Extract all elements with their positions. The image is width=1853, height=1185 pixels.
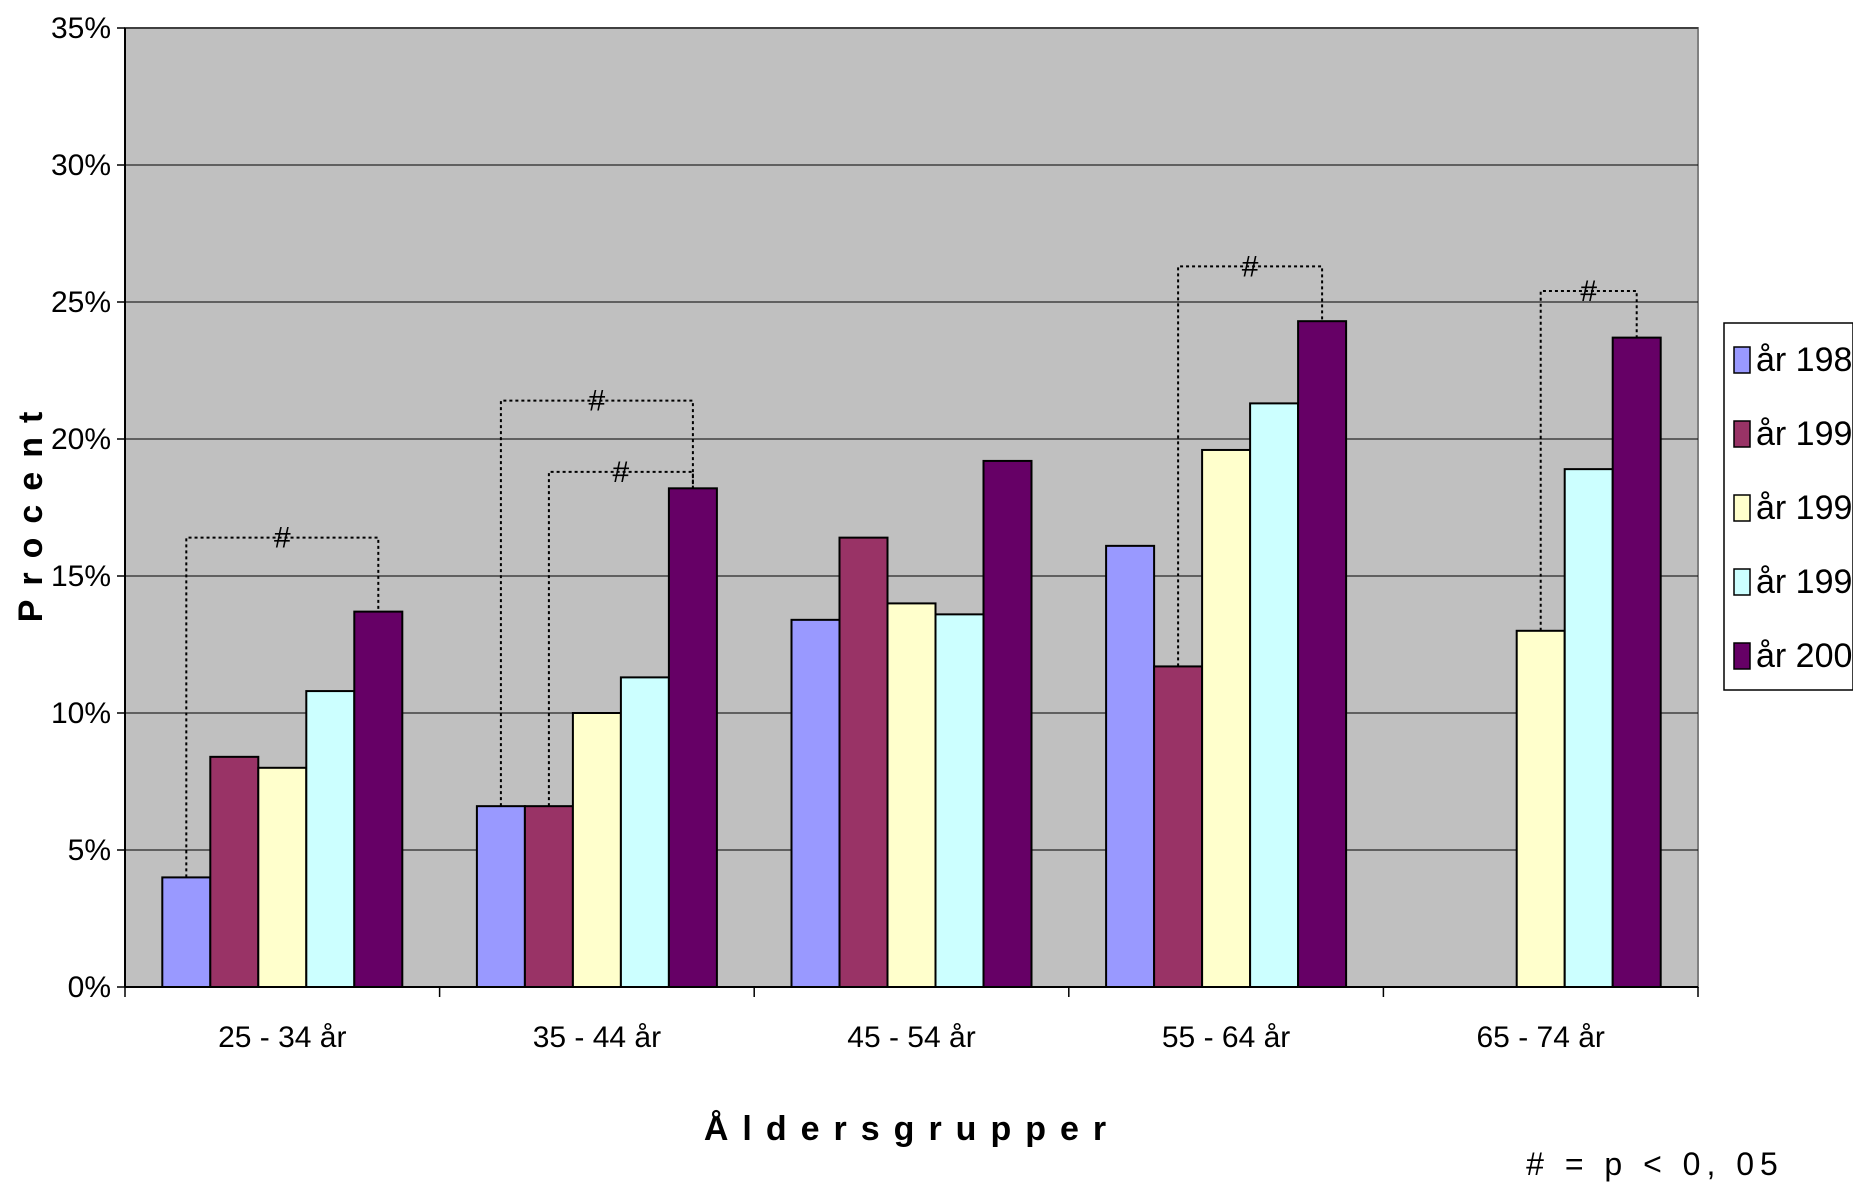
bar (886, 602, 937, 989)
significance-brackets: # # # # # (185, 250, 1638, 878)
bar (523, 805, 574, 988)
x-tick-label: 65 - 74 år (1476, 1021, 1604, 1054)
x-axis-label: Åldersgrupper (704, 1110, 1120, 1148)
bar (1201, 448, 1252, 988)
legend-label: år 1994 (1756, 489, 1853, 527)
significance-bracket (1177, 265, 1324, 667)
bar (838, 536, 889, 988)
bar (1611, 336, 1662, 988)
y-axis-label: Procent (12, 398, 50, 623)
significance-bracket (1539, 290, 1638, 631)
bar (982, 459, 1033, 989)
significance-marker: # (1242, 250, 1259, 283)
bar (1153, 665, 1204, 988)
footnote: # = p < 0, 05 (1526, 1146, 1784, 1182)
bar (305, 690, 356, 989)
y-tick-label: 0% (68, 971, 111, 1004)
y-tick-label: 15% (51, 560, 111, 593)
legend-label: år 1990 (1756, 415, 1853, 453)
bar (667, 487, 718, 988)
legend-label: år 1999 (1756, 563, 1853, 601)
bar (209, 755, 260, 989)
y-tick-label: 35% (51, 12, 111, 45)
x-tick-label: 35 - 44 år (533, 1021, 661, 1054)
significance-marker: # (1580, 275, 1597, 308)
bar (1105, 544, 1156, 988)
significance-bracket (547, 470, 694, 807)
y-tick-label: 25% (51, 286, 111, 319)
x-tick-label: 25 - 34 år (218, 1021, 346, 1054)
significance-bracket (185, 536, 380, 878)
legend-swatch (1733, 494, 1751, 522)
legend-label: år 1986 (1756, 341, 1853, 379)
bars (161, 320, 1662, 989)
legend-swatch (1733, 420, 1751, 448)
x-tick-label: 55 - 64 år (1162, 1021, 1290, 1054)
y-tick-label: 5% (68, 834, 111, 867)
significance-marker: # (613, 456, 630, 489)
y-tick-label: 20% (51, 423, 111, 456)
y-tick-label: 30% (51, 149, 111, 182)
bar (1563, 468, 1614, 988)
x-tick-label: 45 - 54 år (847, 1021, 975, 1054)
bar (1297, 320, 1348, 988)
bar (257, 766, 308, 988)
bar (1515, 629, 1566, 988)
bar (1249, 402, 1300, 988)
legend-label: år 2004 (1756, 637, 1853, 675)
significance-marker: # (274, 522, 291, 555)
x-axis: 25 - 34 år 35 - 44 år 45 - 54 år 55 - 64 år… (124, 28, 1699, 1054)
bar (353, 610, 404, 988)
bar (790, 618, 841, 989)
legend: år 1986 år 1990 år 1994 år 1999 år 2004 (1723, 322, 1853, 691)
bar (571, 712, 622, 988)
y-tick-label: 10% (51, 697, 111, 730)
significance-marker: # (589, 385, 606, 418)
y-axis-ticks: 0% 5% 10% 15% 20% 25% 30% 35% (51, 12, 125, 1004)
bar (475, 805, 526, 988)
bar (619, 676, 670, 988)
legend-swatch (1733, 346, 1751, 374)
bar (934, 613, 985, 988)
legend-swatch (1733, 568, 1751, 596)
bar (161, 876, 212, 989)
legend-swatch (1733, 642, 1751, 670)
